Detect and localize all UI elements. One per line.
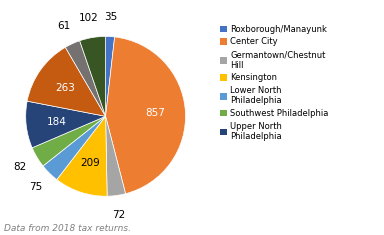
Wedge shape — [27, 47, 106, 116]
Wedge shape — [65, 41, 106, 116]
Text: 263: 263 — [55, 83, 75, 93]
Text: 61: 61 — [58, 20, 71, 31]
Text: 35: 35 — [104, 12, 118, 22]
Text: Data from 2018 tax returns.: Data from 2018 tax returns. — [4, 224, 131, 233]
Text: 857: 857 — [145, 108, 165, 118]
Wedge shape — [32, 116, 106, 166]
Wedge shape — [106, 36, 115, 116]
Text: 184: 184 — [46, 117, 66, 127]
Text: 75: 75 — [29, 182, 42, 192]
Wedge shape — [106, 37, 185, 194]
Wedge shape — [80, 36, 106, 116]
Text: 82: 82 — [13, 162, 26, 172]
Text: 72: 72 — [113, 210, 126, 220]
Wedge shape — [43, 116, 106, 180]
Wedge shape — [57, 116, 107, 196]
Text: 209: 209 — [80, 158, 100, 168]
Wedge shape — [26, 101, 106, 148]
Legend: Roxborough/Manayunk, Center City, Germantown/Chestnut
Hill, Kensington, Lower No: Roxborough/Manayunk, Center City, German… — [220, 25, 329, 141]
Text: 102: 102 — [79, 13, 99, 23]
Wedge shape — [106, 116, 126, 196]
